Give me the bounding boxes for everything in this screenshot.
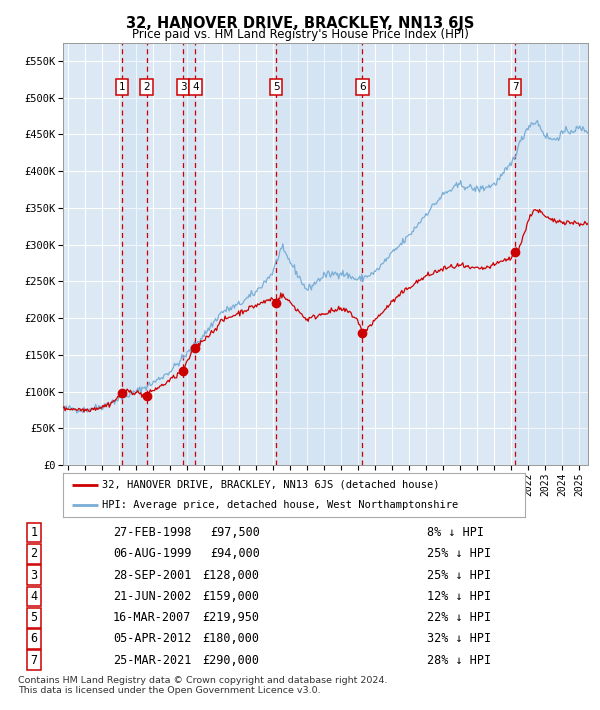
- Text: £180,000: £180,000: [203, 633, 260, 645]
- Text: 1: 1: [31, 526, 37, 539]
- Text: HPI: Average price, detached house, West Northamptonshire: HPI: Average price, detached house, West…: [102, 500, 458, 510]
- Bar: [183, 43, 196, 465]
- Text: 4: 4: [31, 590, 37, 603]
- Text: Price paid vs. HM Land Registry's House Price Index (HPI): Price paid vs. HM Land Registry's House …: [131, 28, 469, 41]
- Text: 25% ↓ HPI: 25% ↓ HPI: [427, 547, 491, 560]
- Text: 5: 5: [31, 611, 37, 624]
- Text: 25% ↓ HPI: 25% ↓ HPI: [427, 569, 491, 581]
- Text: Contains HM Land Registry data © Crown copyright and database right 2024.
This d: Contains HM Land Registry data © Crown c…: [18, 676, 388, 695]
- Text: 7: 7: [512, 82, 518, 92]
- Text: 2: 2: [143, 82, 150, 92]
- Text: 25-MAR-2021: 25-MAR-2021: [113, 654, 191, 667]
- Text: £219,950: £219,950: [203, 611, 260, 624]
- Text: £94,000: £94,000: [210, 547, 260, 560]
- Text: 32, HANOVER DRIVE, BRACKLEY, NN13 6JS: 32, HANOVER DRIVE, BRACKLEY, NN13 6JS: [126, 16, 474, 31]
- Text: 3: 3: [31, 569, 37, 581]
- Text: 22% ↓ HPI: 22% ↓ HPI: [427, 611, 491, 624]
- Text: 5: 5: [273, 82, 280, 92]
- Text: 28-SEP-2001: 28-SEP-2001: [113, 569, 191, 581]
- Text: £290,000: £290,000: [203, 654, 260, 667]
- Text: 3: 3: [179, 82, 187, 92]
- Text: 8% ↓ HPI: 8% ↓ HPI: [427, 526, 484, 539]
- Text: 27-FEB-1998: 27-FEB-1998: [113, 526, 191, 539]
- Text: 32, HANOVER DRIVE, BRACKLEY, NN13 6JS (detached house): 32, HANOVER DRIVE, BRACKLEY, NN13 6JS (d…: [102, 480, 440, 490]
- Text: 06-AUG-1999: 06-AUG-1999: [113, 547, 191, 560]
- Bar: [515, 43, 588, 465]
- Bar: [276, 43, 362, 465]
- Text: 32% ↓ HPI: 32% ↓ HPI: [427, 633, 491, 645]
- Text: 21-JUN-2002: 21-JUN-2002: [113, 590, 191, 603]
- Text: 16-MAR-2007: 16-MAR-2007: [113, 611, 191, 624]
- Text: 6: 6: [31, 633, 37, 645]
- Text: 2: 2: [31, 547, 37, 560]
- Text: 7: 7: [31, 654, 37, 667]
- Bar: [122, 43, 146, 465]
- Text: 05-APR-2012: 05-APR-2012: [113, 633, 191, 645]
- Text: £159,000: £159,000: [203, 590, 260, 603]
- Text: 28% ↓ HPI: 28% ↓ HPI: [427, 654, 491, 667]
- Text: 4: 4: [192, 82, 199, 92]
- Text: 6: 6: [359, 82, 366, 92]
- Text: 1: 1: [118, 82, 125, 92]
- Text: £97,500: £97,500: [210, 526, 260, 539]
- Text: 12% ↓ HPI: 12% ↓ HPI: [427, 590, 491, 603]
- Text: £128,000: £128,000: [203, 569, 260, 581]
